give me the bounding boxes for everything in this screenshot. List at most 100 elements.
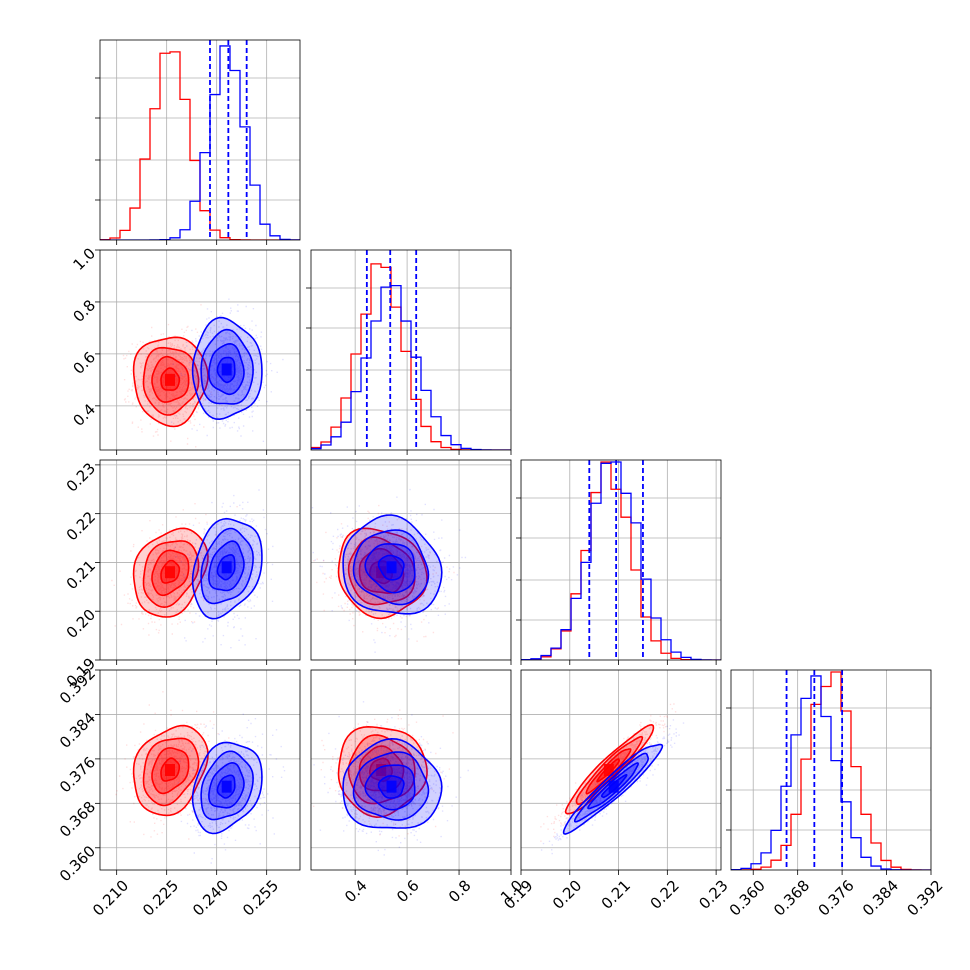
y-tick-label: 0.376 bbox=[56, 753, 99, 796]
blue-contour-line bbox=[342, 514, 443, 615]
histogram-area bbox=[731, 670, 931, 870]
y-tick-label: 0.23 bbox=[63, 459, 99, 495]
panel-frame bbox=[310, 249, 512, 451]
red-contour-line bbox=[151, 355, 190, 403]
panel-frame bbox=[99, 39, 301, 241]
red-contour-line bbox=[142, 346, 200, 416]
scatter-area bbox=[100, 250, 300, 450]
x-tick-label: 0.384 bbox=[859, 876, 902, 919]
scatter-panel-4-3 bbox=[520, 669, 722, 875]
x-tick-label: 0.360 bbox=[726, 876, 769, 919]
blue-density-peak bbox=[221, 561, 232, 574]
red-contour-line bbox=[596, 758, 621, 783]
blue-contour-line bbox=[562, 743, 664, 835]
red-contour-line bbox=[585, 748, 632, 795]
red-contour-line bbox=[160, 757, 181, 782]
blue-density-peak bbox=[608, 780, 619, 793]
blue-contour-line bbox=[208, 342, 245, 396]
red-histogram-4 bbox=[731, 671, 931, 870]
panel-frame bbox=[99, 459, 301, 661]
blue-density-peak bbox=[221, 363, 232, 376]
panel-frame bbox=[520, 669, 722, 871]
blue-contour-line bbox=[200, 750, 254, 821]
x-tick-label: 0.255 bbox=[239, 876, 282, 919]
panel-frame bbox=[310, 459, 512, 661]
scatter-area bbox=[100, 460, 300, 660]
scatter-panel-4-2 bbox=[310, 669, 512, 875]
panel-frame bbox=[730, 669, 932, 871]
x-tick-label: 0.21 bbox=[598, 876, 634, 912]
blue-histogram-3 bbox=[521, 461, 721, 660]
histogram-area bbox=[521, 460, 721, 660]
x-tick-label: 0.22 bbox=[647, 876, 683, 912]
blue-contour-line bbox=[364, 543, 416, 594]
red-contour-line bbox=[564, 723, 655, 815]
scatter-panel-2-1 bbox=[95, 249, 301, 455]
blue-contour-line bbox=[587, 762, 639, 810]
scatter-area bbox=[311, 460, 511, 660]
scatter-area bbox=[100, 670, 300, 870]
red-density-peak bbox=[376, 764, 387, 776]
blue-contour-line bbox=[377, 774, 405, 799]
blue-contour-line bbox=[377, 554, 405, 581]
blue-histogram-4 bbox=[731, 675, 931, 870]
y-tick-label: 0.22 bbox=[63, 508, 99, 544]
x-tick-label: 0.20 bbox=[549, 876, 585, 912]
red-contour-line bbox=[151, 549, 190, 597]
panel-frame bbox=[520, 459, 722, 661]
red-contour-line bbox=[160, 367, 181, 391]
y-tick-label: 0.384 bbox=[56, 709, 99, 752]
blue-contour-line bbox=[342, 737, 443, 829]
x-tick-label: 0.240 bbox=[189, 876, 232, 919]
blue-contour-line bbox=[216, 774, 236, 799]
red-contour-line bbox=[337, 725, 428, 819]
blue-density-peak bbox=[221, 780, 232, 793]
red-density-peak bbox=[165, 373, 175, 386]
red-contour-line bbox=[142, 540, 200, 609]
blue-contour-line bbox=[216, 553, 236, 581]
histogram-area bbox=[100, 40, 300, 240]
histogram-area bbox=[311, 250, 511, 450]
red-contour-line bbox=[132, 724, 209, 817]
x-tick-label: 0.8 bbox=[445, 876, 475, 906]
blue-contour-line bbox=[191, 741, 263, 835]
y-tick-label: 0.360 bbox=[56, 842, 99, 885]
red-contour-line bbox=[337, 527, 428, 620]
scatter-panel-4-1 bbox=[95, 669, 301, 875]
blue-contour-line bbox=[208, 540, 245, 592]
x-tick-label: 0.4 bbox=[341, 876, 371, 906]
blue-contour-line bbox=[216, 356, 236, 384]
blue-contour-line bbox=[200, 527, 254, 605]
blue-contour-line bbox=[200, 328, 254, 405]
x-tick-label: 0.392 bbox=[903, 876, 946, 919]
y-tick-label: 0.20 bbox=[63, 606, 99, 642]
red-contour-line bbox=[142, 737, 200, 807]
red-contour-line bbox=[132, 336, 209, 428]
x-tick-label: 0.6 bbox=[393, 876, 423, 906]
x-tick-label: 0.225 bbox=[139, 876, 182, 919]
panel-frame bbox=[99, 249, 301, 451]
x-tick-label: 0.19 bbox=[500, 876, 536, 912]
scatter-area bbox=[311, 670, 511, 870]
red-contour-line bbox=[151, 747, 190, 795]
red-density-peak bbox=[165, 566, 175, 579]
blue-contour-line bbox=[191, 316, 263, 421]
y-tick-label: 0.6 bbox=[69, 348, 99, 378]
histogram-panel-3 bbox=[516, 459, 722, 665]
y-tick-label: 1.0 bbox=[69, 244, 99, 274]
histogram-panel-4 bbox=[726, 669, 932, 875]
red-contour-line bbox=[132, 527, 209, 618]
y-tick-label: 0.4 bbox=[69, 400, 99, 430]
red-contour-line bbox=[369, 757, 394, 783]
panel-frame bbox=[99, 669, 301, 871]
blue-density-peak bbox=[386, 780, 397, 793]
red-contour-line bbox=[160, 559, 181, 584]
panel-frame bbox=[310, 669, 512, 871]
blue-contour-line bbox=[600, 774, 628, 799]
histogram-panel-1 bbox=[95, 39, 301, 245]
scatter-panel-3-1 bbox=[95, 459, 301, 665]
scatter-panel-3-2 bbox=[310, 459, 512, 665]
y-tick-label: 0.8 bbox=[69, 296, 99, 326]
blue-contour-line bbox=[352, 529, 430, 606]
